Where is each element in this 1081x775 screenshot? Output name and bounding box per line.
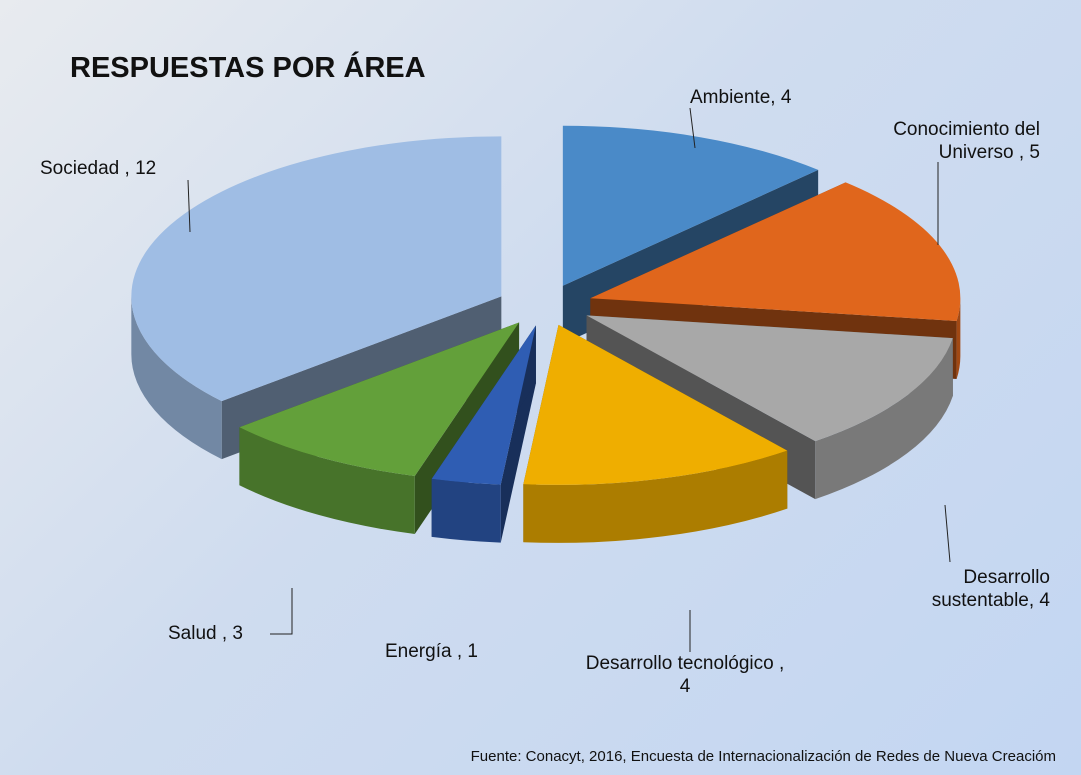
data-label: Ambiente, 4 bbox=[690, 87, 792, 108]
slice-wall bbox=[431, 478, 501, 543]
leader-line bbox=[270, 588, 293, 635]
slice bbox=[590, 182, 961, 321]
data-label: Energía , 1 bbox=[385, 641, 478, 662]
data-label: Desarrollo sustentable, 4 bbox=[931, 567, 1050, 611]
slice bbox=[131, 136, 502, 402]
slice-wall bbox=[956, 298, 961, 379]
slice bbox=[523, 324, 788, 485]
slice bbox=[586, 315, 953, 442]
chart-title: RESPUESTAS POR ÁREA bbox=[70, 52, 426, 84]
slice-wall bbox=[523, 450, 788, 543]
data-label: Sociedad , 12 bbox=[40, 158, 157, 179]
leader-line bbox=[689, 107, 696, 149]
slice bbox=[562, 125, 819, 286]
slice-wall bbox=[131, 296, 222, 460]
slice-wall bbox=[815, 338, 953, 500]
slice-wall bbox=[239, 427, 415, 534]
slice bbox=[431, 325, 536, 485]
data-label: Desarrollo tecnológico , 4 bbox=[585, 653, 785, 697]
slice bbox=[239, 322, 520, 476]
data-label: Conocimiento del Universo , 5 bbox=[893, 119, 1040, 163]
source-note: Fuente: Conacyt, 2016, Encuesta de Inter… bbox=[470, 748, 1056, 765]
leader-line bbox=[187, 179, 191, 233]
leader-line bbox=[944, 504, 951, 563]
data-label: Salud , 3 bbox=[168, 623, 243, 644]
